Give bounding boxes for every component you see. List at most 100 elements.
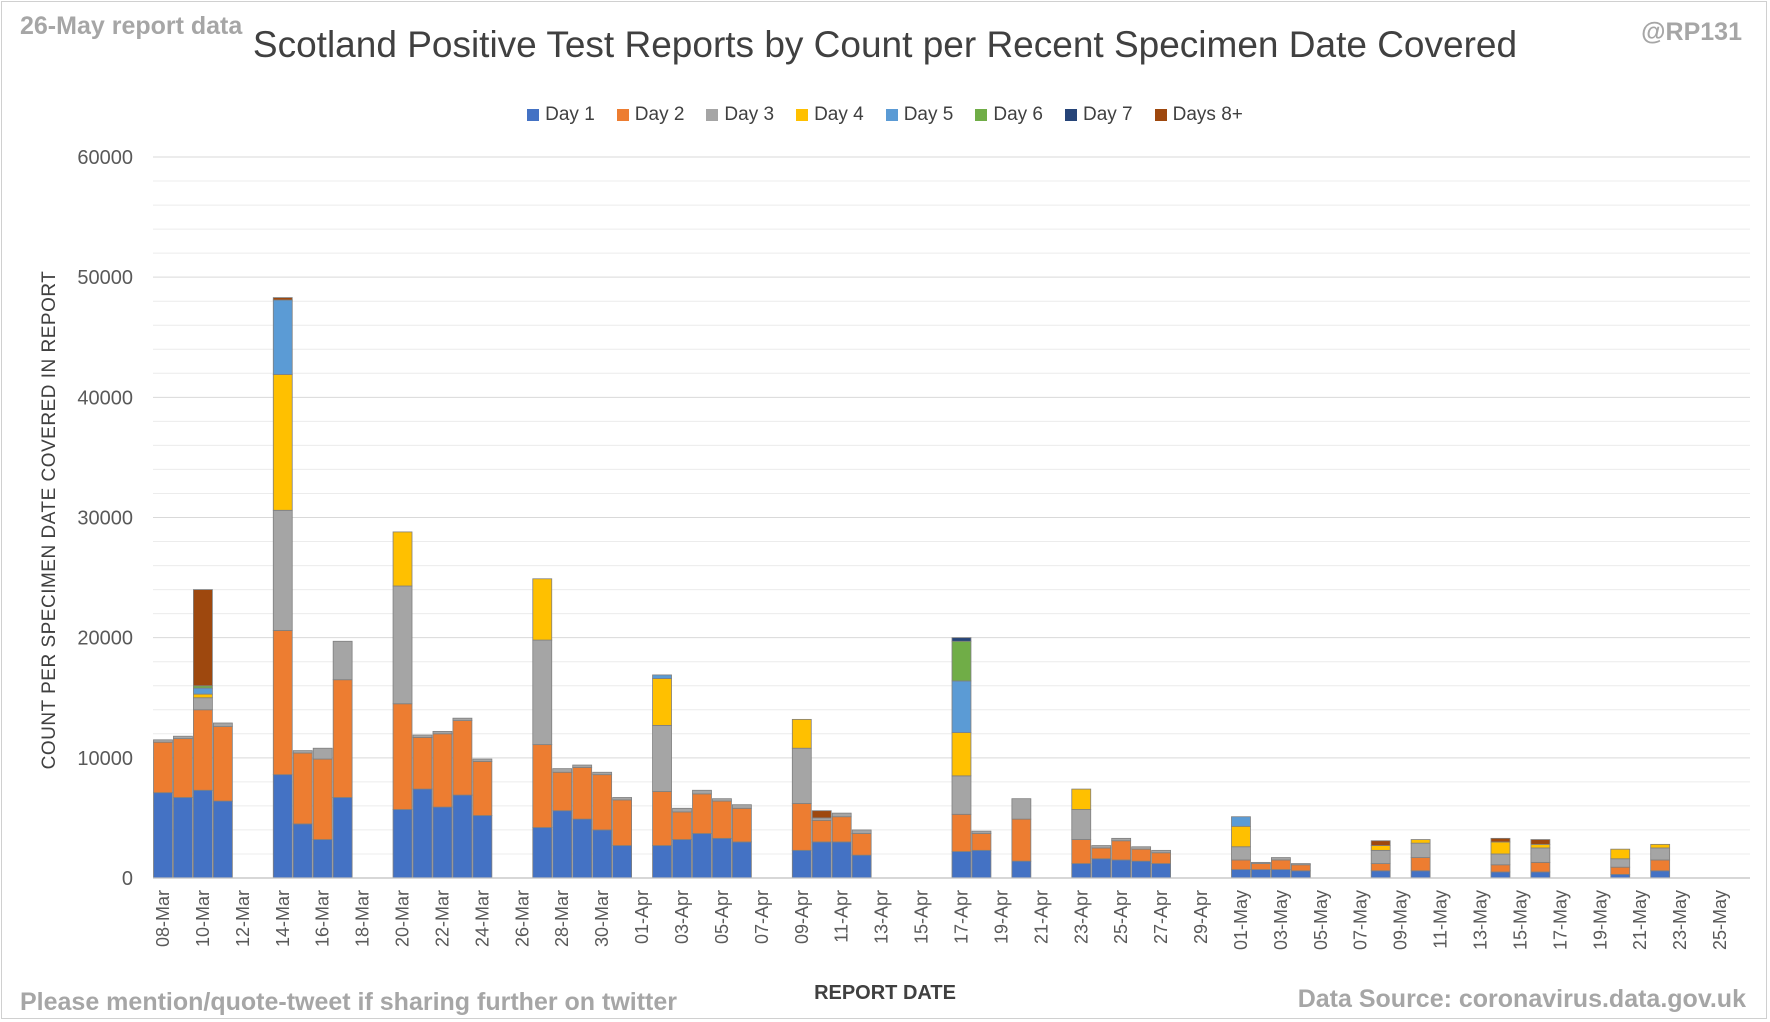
- bar-segment: [432, 730, 453, 735]
- bar-segment: [951, 680, 972, 733]
- bar-segment: [1530, 861, 1551, 873]
- bar-segment: [572, 764, 593, 768]
- bar-segment: [332, 679, 353, 798]
- bar-segment: [1270, 869, 1291, 879]
- bar-segment: [412, 788, 433, 879]
- bar-segment: [971, 833, 992, 851]
- bar-segment: [1111, 837, 1132, 842]
- bar-segment: [1071, 863, 1092, 879]
- bar-segment: [831, 841, 852, 879]
- bar-segment: [1290, 870, 1311, 879]
- x-tick-label: 17-Apr: [951, 890, 971, 944]
- x-tick-label: 23-May: [1670, 890, 1690, 950]
- author-handle: @RP131: [1641, 18, 1742, 46]
- bar-segment: [552, 768, 573, 773]
- bar-segment: [1410, 857, 1431, 872]
- bar-segment: [292, 823, 313, 879]
- bar-segment: [1151, 849, 1171, 854]
- x-tick-label: 05-Apr: [712, 890, 732, 944]
- bar-segment: [1610, 848, 1631, 860]
- bar-segment: [332, 797, 353, 879]
- bar-segment: [971, 849, 992, 879]
- x-tick-label: 23-Apr: [1071, 890, 1091, 944]
- x-tick-label: 03-May: [1271, 890, 1291, 950]
- bar-segment: [332, 640, 353, 681]
- bar-segment: [1530, 839, 1551, 845]
- bar-segment: [312, 747, 333, 760]
- bar-segment: [652, 674, 672, 679]
- bar-segment: [532, 827, 553, 879]
- bar-segment: [732, 807, 752, 843]
- bar-segment: [1410, 842, 1431, 858]
- bar-segment: [1231, 859, 1251, 870]
- bar-segment: [1490, 871, 1511, 879]
- bar-segment: [1091, 858, 1112, 879]
- bar-segment: [1270, 859, 1291, 870]
- bar-segment: [472, 761, 493, 816]
- x-tick-label: 05-May: [1311, 890, 1331, 950]
- bar-segment: [432, 806, 453, 879]
- bar-segment: [272, 374, 293, 511]
- bar-segment: [1231, 816, 1251, 827]
- bar-segment: [831, 812, 852, 818]
- bar-segment: [472, 758, 493, 762]
- bar-segment: [1370, 840, 1391, 846]
- bar-segment: [692, 789, 712, 795]
- x-tick-label: 17-May: [1550, 890, 1570, 950]
- bar-segment: [1111, 859, 1132, 879]
- bar-segment: [153, 792, 173, 879]
- bar-segment: [692, 833, 712, 879]
- x-tick-label: 18-Mar: [353, 890, 373, 947]
- bar-segment: [712, 798, 732, 802]
- bar-segment: [532, 578, 553, 641]
- bar-segment: [851, 854, 872, 879]
- y-tick-label: 40000: [77, 387, 133, 409]
- legend-swatch: [885, 109, 898, 121]
- x-tick-label: 14-Mar: [273, 890, 293, 947]
- bar-segment: [1091, 847, 1112, 860]
- bar-segment: [272, 297, 293, 301]
- legend-item: Day 3: [706, 104, 774, 126]
- legend-label: Day 1: [545, 104, 595, 125]
- legend-item: Day 2: [616, 104, 684, 126]
- bar-segment: [1091, 845, 1112, 849]
- bar-segment: [452, 794, 473, 879]
- x-tick-label: 13-Apr: [872, 890, 892, 944]
- y-tick-label: 0: [122, 868, 133, 890]
- x-tick-label: 24-Mar: [472, 890, 492, 947]
- x-tick-label: 30-Mar: [592, 890, 612, 947]
- bar-segment: [472, 815, 493, 879]
- legend-item: Days 8+: [1154, 104, 1243, 126]
- legend-label: Day 3: [724, 104, 775, 125]
- legend-label: Day 6: [993, 104, 1043, 125]
- bar-segment: [592, 771, 613, 776]
- bar-segment: [811, 819, 832, 843]
- bar-segment: [1490, 864, 1511, 873]
- bar-segment: [532, 639, 553, 746]
- bar-segment: [672, 839, 692, 879]
- x-tick-label: 26-Mar: [512, 890, 532, 947]
- bar-segment: [552, 771, 573, 812]
- bar-segment: [272, 509, 293, 631]
- legend-swatch: [796, 109, 809, 121]
- bar-segment: [1131, 860, 1152, 879]
- bar-segment: [1231, 869, 1251, 879]
- bar-segment: [652, 791, 672, 846]
- bar-segment: [412, 737, 433, 790]
- legend-item: Day 1: [527, 104, 595, 126]
- bar-segment: [292, 752, 313, 825]
- y-tick-label: 50000: [77, 267, 133, 289]
- bar-segment: [292, 750, 313, 754]
- bar-segment: [1251, 863, 1271, 870]
- bar-segment: [1131, 848, 1152, 862]
- legend-swatch: [1064, 109, 1077, 121]
- bar-segment: [1530, 847, 1551, 863]
- bar-segment: [1650, 870, 1671, 879]
- bar-segment: [1530, 843, 1551, 849]
- bar-segment: [1370, 863, 1391, 872]
- y-axis-label: COUNT PER SPECIMEN DATE COVERED IN REPOR…: [39, 270, 60, 770]
- x-tick-label: 19-May: [1590, 890, 1610, 950]
- bar-segment: [173, 797, 193, 879]
- legend-swatch: [706, 109, 719, 121]
- bar-segment: [971, 830, 992, 834]
